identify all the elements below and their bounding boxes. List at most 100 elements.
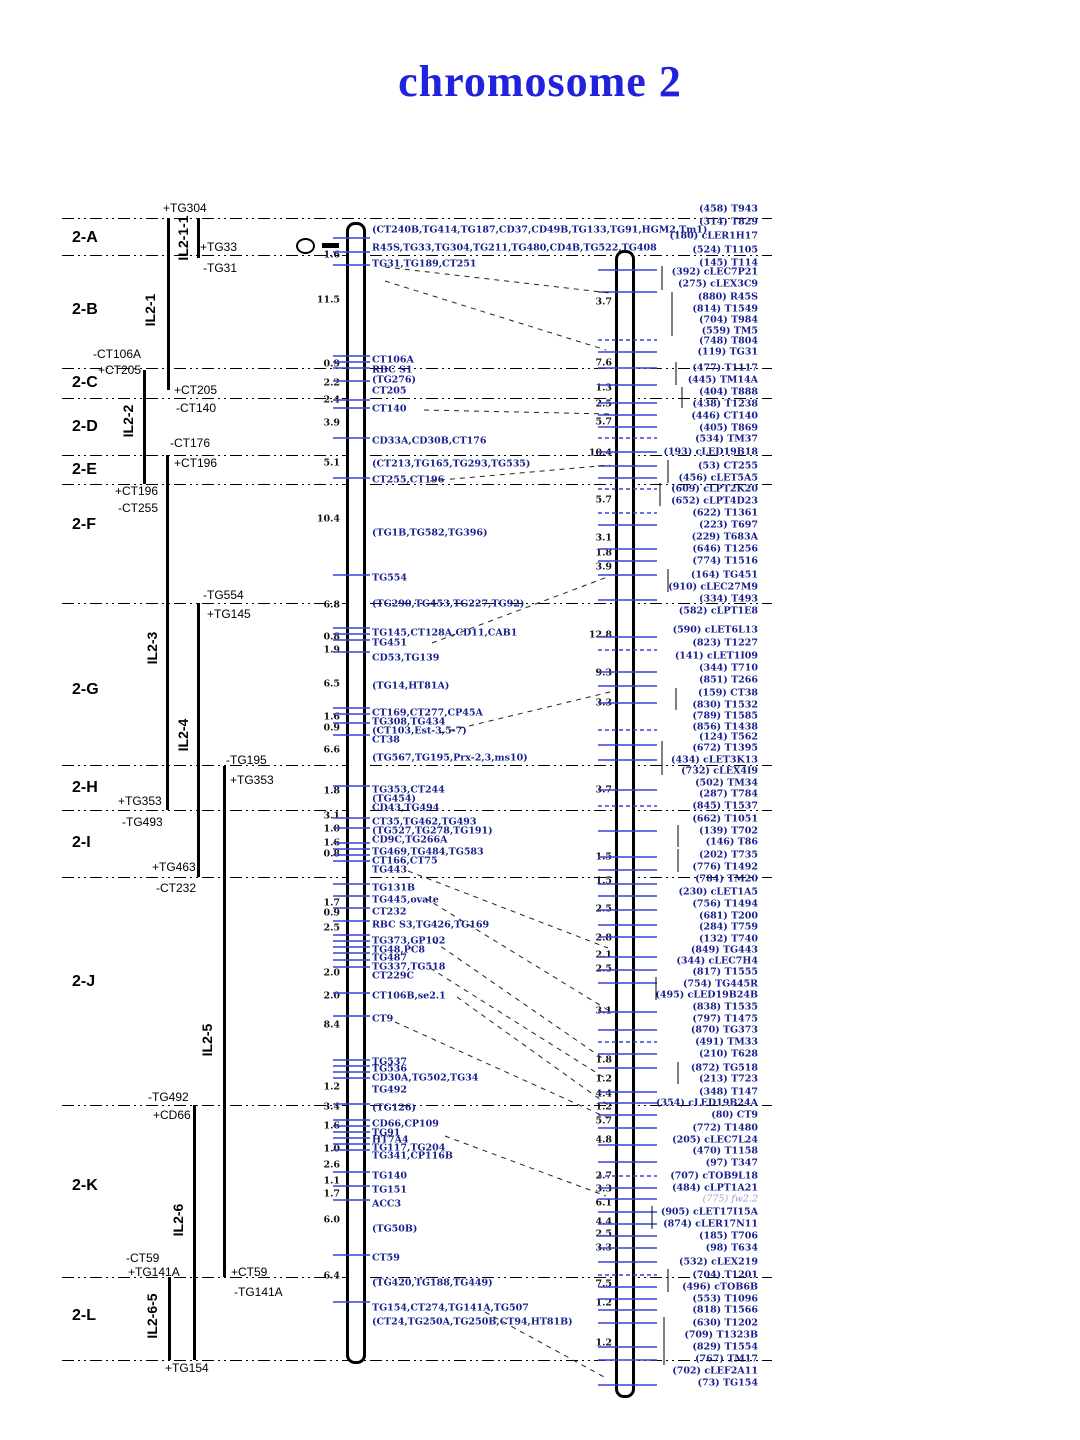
left-marker-label: CD43,TG494	[372, 802, 440, 814]
right-marker-label: (205) cLEC7L24	[672, 1134, 758, 1146]
right-distance-label: 1.8	[595, 1054, 612, 1066]
left-distance-label: 3.9	[323, 417, 340, 429]
right-marker-label: (73) TG154	[697, 1377, 758, 1389]
introgression-marker-label: +TG145	[207, 607, 251, 621]
right-marker-label: (145) T114	[698, 257, 758, 269]
left-marker-label: CD9C,TG266A	[372, 834, 448, 846]
left-distance-label: 8.4	[323, 1019, 340, 1031]
region-label-2-L: 2-L	[72, 1307, 96, 1324]
right-marker-label: (98) T634	[705, 1242, 758, 1254]
right-marker-label: (851) T266	[698, 674, 758, 686]
left-distance-label: 6.0	[323, 1214, 340, 1226]
right-marker-label: (830) T1532	[692, 699, 758, 711]
right-distance-label: 1.2	[595, 1073, 612, 1085]
left-marker-label: TG469,TG484,TG583	[372, 846, 484, 858]
il-bar-IL2-5	[223, 766, 226, 1277]
introgression-marker-label: -CT140	[176, 401, 217, 415]
left-distance-label: 3.1	[323, 810, 340, 822]
region-label-2-K: 2-K	[72, 1177, 98, 1194]
right-marker-label: (774) T1516	[692, 555, 758, 567]
left-marker-label: RBC S3,TG426,TG169	[372, 919, 490, 931]
right-marker-label: (845) T1537	[692, 800, 758, 812]
left-marker-label: CT38	[372, 734, 400, 746]
region-label-2-A: 2-A	[72, 229, 98, 246]
left-marker-label: TG443	[372, 864, 408, 876]
il-bar-IL2-6	[193, 1105, 196, 1360]
left-marker-label: HT7A4	[372, 1134, 409, 1146]
left-marker-label: (CT240B,TG414,TG187,CD37,CD49B,TG133,TG9…	[372, 224, 708, 236]
right-marker-label: (754) TG445R	[682, 978, 758, 990]
right-marker-label: (124) T562	[698, 731, 758, 743]
il-bar-label-IL2-6: IL2-6	[170, 1203, 186, 1237]
left-marker-label: (TG454)	[372, 793, 417, 805]
left-distance-label: 2.0	[323, 990, 340, 1002]
right-marker-label: (230) cLET1A5	[678, 886, 759, 898]
right-marker-label: (495) cLED19B24B	[655, 989, 758, 1001]
right-marker-label: (445) TM14A	[687, 374, 758, 386]
right-distance-label: 1.5	[595, 851, 612, 863]
right-marker-label: (405) T869	[698, 422, 758, 434]
page-title: chromosome 2	[398, 57, 682, 106]
left-marker-label: (CT24,TG250A,TG250B,CT94,HT81B)	[372, 1316, 573, 1328]
right-marker-label: (438) T1238	[692, 398, 758, 410]
introgression-marker-label: +CT196	[115, 484, 159, 498]
left-marker-label: RBC S1	[372, 364, 413, 376]
il-bar-label-IL2-4: IL2-4	[175, 718, 191, 752]
region-boundary-line	[62, 218, 772, 219]
right-distance-label: 2.5	[595, 1228, 612, 1240]
il-bar-label-IL2-1: IL2-1	[142, 293, 158, 327]
right-distance-label: 3.3	[595, 1183, 612, 1195]
right-distance-label: 2.7	[595, 1170, 612, 1182]
il-bar-label-IL2-5: IL2-5	[199, 1023, 215, 1057]
left-distance-label: 2.6	[323, 1159, 340, 1171]
right-marker-label: (484) cLPT1A21	[671, 1182, 758, 1194]
left-marker-label: TG445,ovate	[372, 894, 439, 906]
left-marker-label: CT255,CT196	[372, 474, 445, 486]
right-marker-label: (502) TM34	[695, 777, 758, 789]
left-distance-label: 6.5	[323, 678, 340, 690]
right-marker-label: (53) CT255	[698, 460, 758, 472]
left-distance-label: 1.2	[323, 1081, 340, 1093]
right-marker-label: (707) cTOB9L18	[670, 1170, 758, 1182]
right-marker-label: (880) R45S	[697, 291, 758, 303]
left-marker-label: CT166,CT75	[372, 855, 438, 867]
right-chromosome-bar	[615, 250, 635, 1398]
right-marker-label: (732) cLEX4I9	[681, 765, 758, 777]
right-marker-label: (672) T1395	[692, 742, 758, 754]
region-boundary-line	[62, 255, 772, 256]
left-marker-label: TG353,CT244	[372, 784, 445, 796]
left-distance-label: 2.5	[323, 922, 340, 934]
right-distance-label: 3.3	[595, 697, 612, 709]
left-marker-label: CT106A	[372, 354, 414, 366]
region-label-2-D: 2-D	[72, 418, 98, 435]
right-marker-label: (905) cLET17I15A	[660, 1206, 758, 1218]
right-distance-label: 6.1	[595, 1197, 612, 1209]
right-marker-label: (748) T804	[698, 335, 758, 347]
il-bar-IL2-4	[197, 603, 200, 877]
right-marker-label: (477) T1117	[692, 362, 758, 374]
introgression-marker-label: -TG492	[148, 1090, 189, 1104]
right-distance-label: 2.5	[595, 963, 612, 975]
region-label-2-C: 2-C	[72, 374, 98, 391]
right-marker-label: (704) T984	[698, 314, 758, 326]
right-distance-label: 1.5	[595, 875, 612, 887]
left-marker-label: R45S,TG33,TG304,TG211,TG480,CD4B,TG522,T…	[372, 242, 657, 254]
il-bar-label-IL2-1-1: IL2-1-1	[175, 215, 191, 261]
left-distance-label: 1.0	[323, 823, 340, 835]
right-marker-label: (193) cLED19B18	[663, 446, 758, 458]
right-distance-label: 3.3	[595, 1242, 612, 1254]
right-distance-label: 1.2	[595, 1101, 612, 1113]
right-distance-label: 2.1	[595, 949, 612, 961]
left-marker-label: TG48,PC8	[372, 944, 426, 956]
left-marker-label: TG554	[372, 572, 408, 584]
right-distance-label: 1.8	[595, 547, 612, 559]
region-label-2-I: 2-I	[72, 834, 91, 851]
right-marker-label: (874) cLER17N11	[663, 1218, 758, 1230]
left-marker-label: CT169,CT277,CP45A	[372, 707, 483, 719]
left-marker-label: (TG276)	[372, 374, 417, 386]
right-marker-label: (348) T147	[698, 1086, 758, 1098]
right-marker-label: (141) cLET1I09	[674, 650, 758, 662]
left-distance-label: 1.6	[323, 249, 340, 261]
right-marker-label: (213) T723	[698, 1073, 758, 1085]
